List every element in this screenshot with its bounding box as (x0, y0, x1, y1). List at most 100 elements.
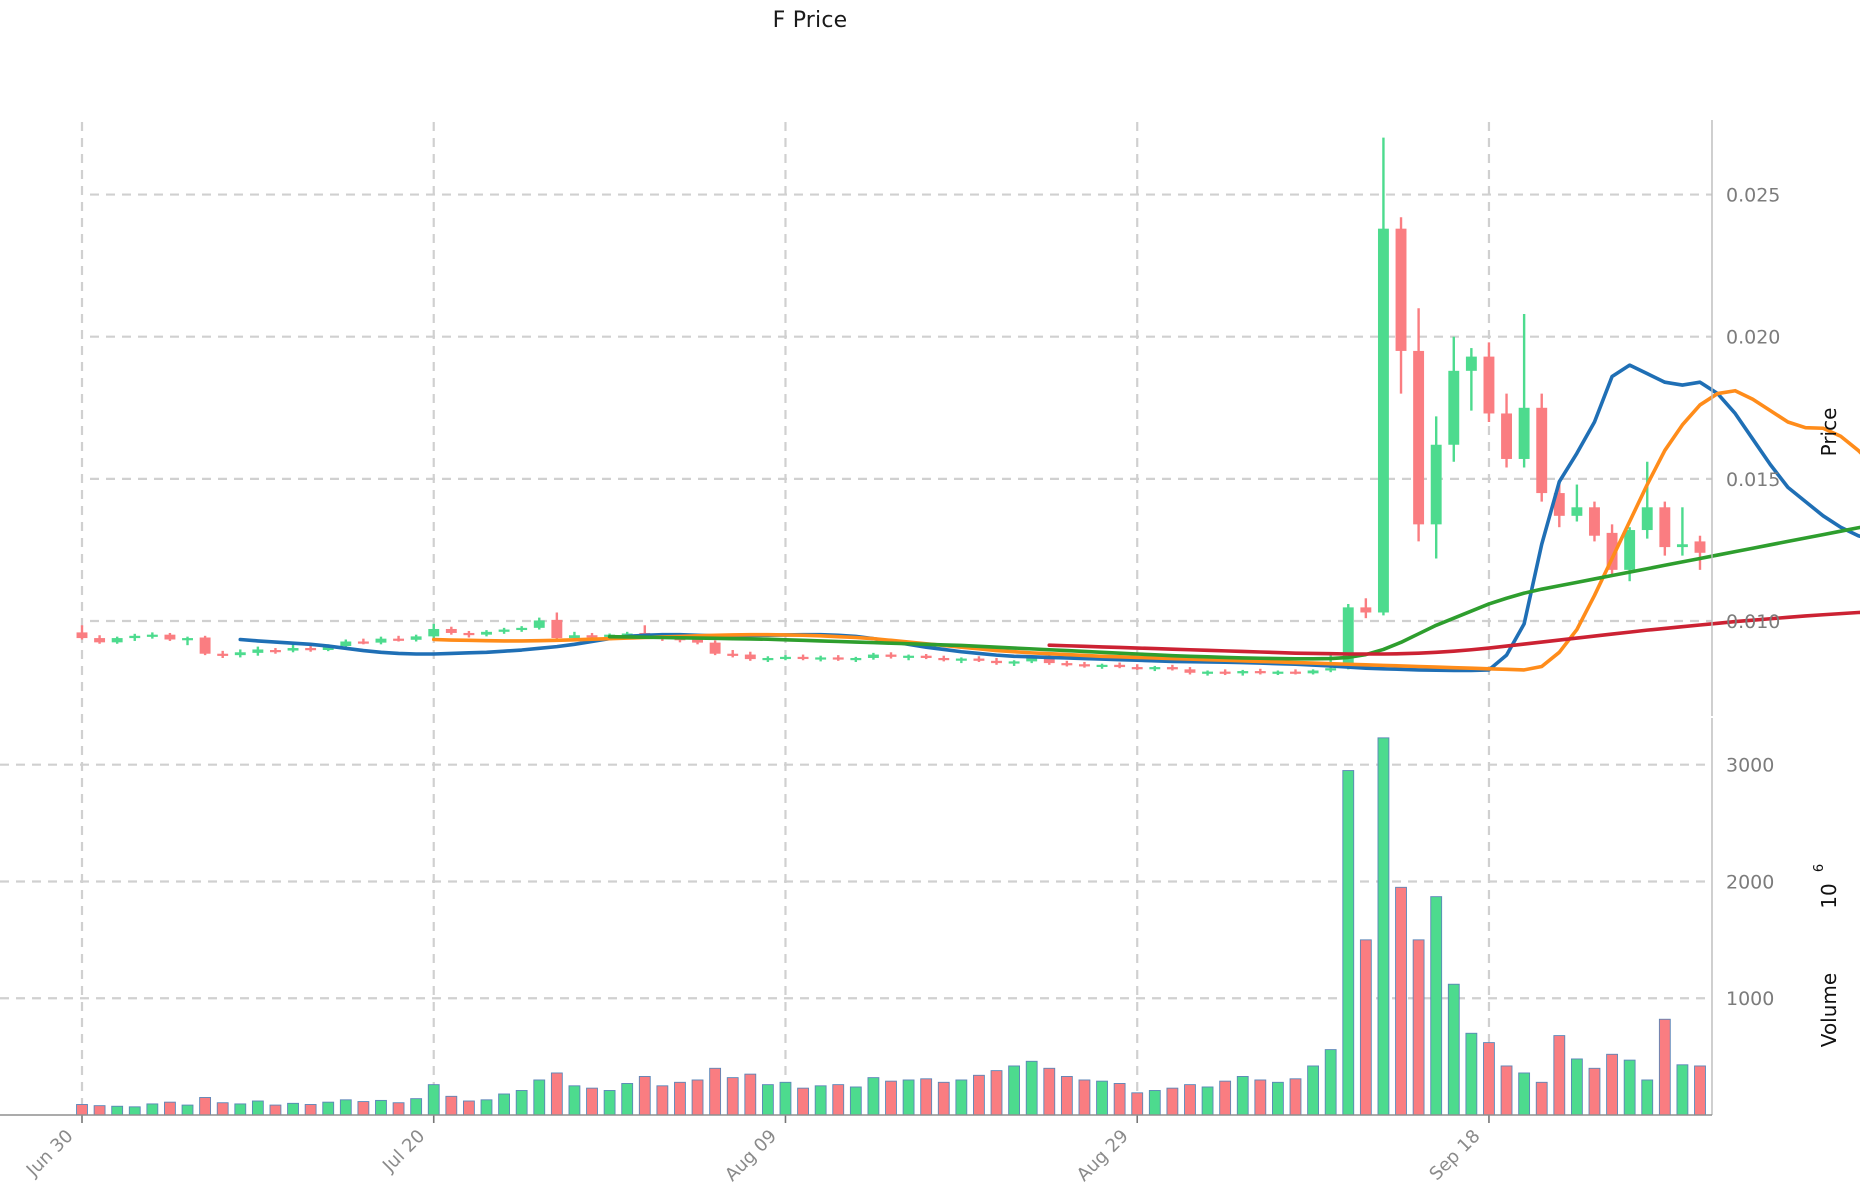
volume-bar (726, 1077, 739, 1116)
candle-body (533, 620, 545, 628)
candle-body (1061, 663, 1073, 666)
volume-bar (1078, 1079, 1091, 1116)
candle-body (1325, 668, 1337, 671)
candle-body (762, 657, 774, 661)
candle-body (1641, 507, 1653, 531)
volume-bar (427, 1084, 440, 1116)
candle-body (1202, 671, 1214, 674)
volume-tick-label: 1000 (1726, 988, 1774, 1010)
x-tick-label: Jun 30 (22, 1126, 78, 1182)
candle-body (340, 641, 352, 647)
candle-body (692, 639, 703, 643)
volume-bar (1694, 1065, 1706, 1116)
candle-body (94, 638, 106, 643)
volume-bar (849, 1086, 862, 1116)
volume-bar (1588, 1067, 1601, 1116)
price-axis-title: Price (1817, 408, 1841, 457)
volume-bar (1359, 939, 1372, 1116)
price-tick-label: 0.010 (1726, 611, 1780, 633)
volume-bar (797, 1087, 809, 1116)
candle-body (1307, 670, 1319, 674)
candle-body (867, 654, 879, 658)
volume-bar (1307, 1065, 1319, 1116)
candle-body (850, 657, 862, 661)
price-axis-ticklabels: 0.025 0.020 0.015 0.010 (1726, 185, 1780, 633)
candle-body (357, 641, 369, 644)
price-gridlines (90, 193, 1712, 623)
volume-bar (1131, 1092, 1144, 1116)
volume-tick-label: 3000 (1726, 755, 1774, 777)
axis-spines (0, 120, 1713, 1116)
candle-body (1659, 507, 1671, 548)
candle-body (1377, 228, 1389, 613)
volume-axis-ticklabels: 3000 2000 1000 (1726, 755, 1774, 1011)
candle-body (1254, 671, 1266, 674)
candle-body (727, 653, 739, 656)
volume-bar (498, 1093, 510, 1116)
candle-body (1448, 370, 1460, 445)
x-tick-label: Aug 29 (1073, 1126, 1133, 1186)
volume-bar-series (76, 737, 1706, 1116)
volume-bar (76, 1104, 88, 1116)
candle-body (129, 635, 141, 639)
volume-bar (1043, 1067, 1056, 1116)
volume-bar (304, 1104, 317, 1116)
candle-body (463, 632, 475, 636)
candle-body (1694, 541, 1706, 553)
ma-line-ma_mid (431, 388, 1860, 672)
candle-body (270, 650, 281, 653)
candle-body (1149, 667, 1161, 670)
volume-bar (1201, 1086, 1214, 1116)
candle-body (1606, 532, 1618, 570)
volume-bar (990, 1070, 1003, 1116)
volume-bar (1641, 1079, 1654, 1116)
volume-bar (515, 1090, 528, 1116)
candle-body (182, 638, 193, 641)
candle-body (217, 653, 229, 656)
x-gridlines (80, 122, 1491, 1123)
volume-bar (1060, 1076, 1073, 1116)
volume-bar (128, 1106, 141, 1116)
ma-line-ma_xlong (1047, 610, 1860, 656)
svg-text:10: 10 (1817, 883, 1841, 908)
candle-body (1290, 671, 1301, 674)
ma-line-ma_short (238, 363, 1860, 673)
volume-bar (199, 1097, 212, 1116)
candle-body (1342, 607, 1354, 669)
moving-average-lines (238, 363, 1860, 673)
volume-bar (920, 1078, 933, 1116)
volume-bar (181, 1104, 194, 1116)
candle-body (920, 655, 932, 658)
candle-body (1501, 413, 1512, 459)
candle-body (955, 658, 967, 661)
candle-body (938, 657, 950, 661)
volume-bar (1570, 1058, 1583, 1116)
volume-bar (357, 1101, 370, 1116)
volume-bar (480, 1099, 493, 1116)
candle-body (1483, 356, 1495, 414)
volume-bar (973, 1074, 985, 1116)
volume-bar (1377, 737, 1390, 1116)
candle-body (516, 627, 528, 631)
volume-bar (1289, 1078, 1302, 1116)
candle-body (1589, 507, 1600, 536)
volume-gridlines (0, 763, 1712, 1000)
volume-bar (1553, 1035, 1566, 1116)
volume-bar (1676, 1064, 1689, 1116)
volume-bar (1342, 770, 1355, 1116)
candle-body (551, 619, 563, 639)
candle-body (885, 654, 897, 657)
volume-bar (1658, 1018, 1671, 1116)
volume-bar (1483, 1042, 1495, 1116)
volume-bar (674, 1081, 686, 1116)
volume-tick-label: 2000 (1726, 871, 1774, 893)
candle-body (428, 628, 440, 637)
candle-body (1413, 350, 1425, 525)
volume-bar (1008, 1065, 1021, 1116)
candle-body (1571, 507, 1583, 516)
volume-bar (586, 1087, 598, 1116)
svg-text:6: 6 (1812, 864, 1827, 872)
volume-bar (1412, 939, 1425, 1116)
volume-bar (955, 1079, 968, 1116)
